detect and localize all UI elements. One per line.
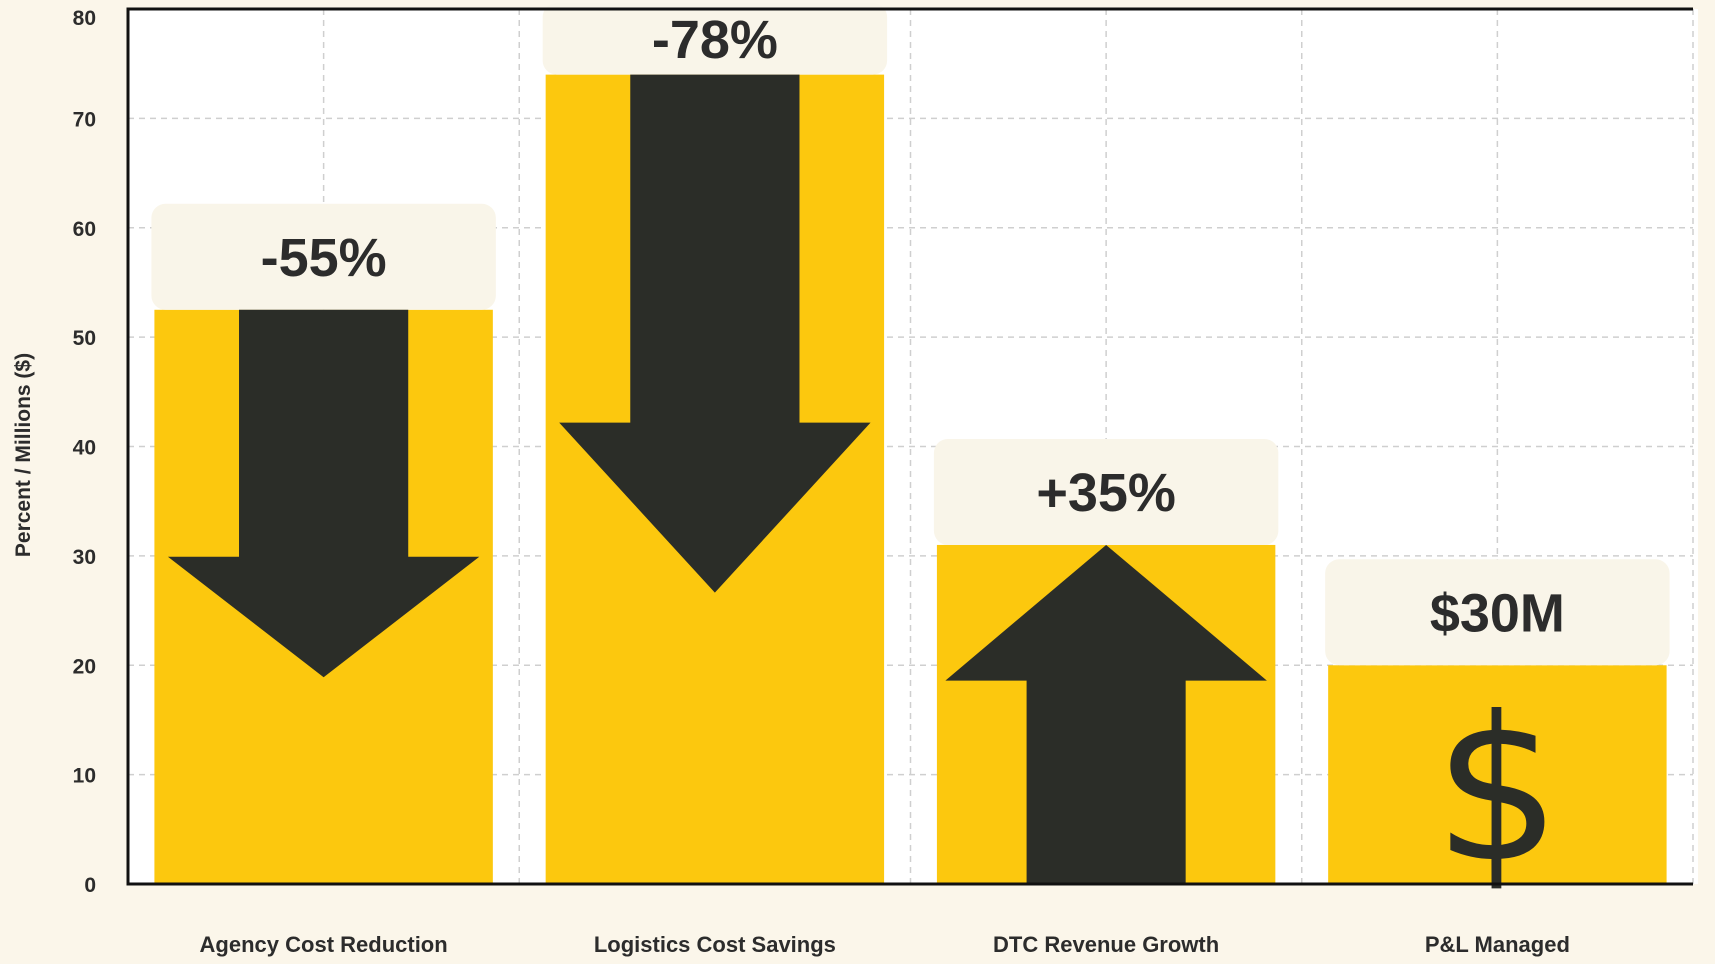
bar	[1328, 665, 1667, 884]
y-tick-label: 50	[73, 327, 96, 350]
dollar-sign-icon: $	[1434, 674, 1561, 907]
y-tick-label: 80	[73, 7, 96, 30]
x-category-label: DTC Revenue Growth	[993, 932, 1219, 957]
data-label: -78%	[652, 10, 778, 70]
y-tick-labels: 0 10 20 30 40 50 60 70 80	[73, 7, 96, 897]
data-label: +35%	[1036, 463, 1176, 523]
bars: -55% -78% +35% $30M $	[151, 3, 1670, 907]
bar-group: +35%	[933, 438, 1279, 884]
data-label-box	[933, 438, 1279, 545]
x-category-label: Agency Cost Reduction	[200, 932, 448, 957]
arrow-up-icon	[945, 544, 1267, 884]
y-tick-label: 20	[73, 655, 96, 678]
arrow-down-icon	[167, 309, 480, 678]
y-tick-label: 70	[73, 108, 96, 131]
y-tick-label: 30	[73, 546, 96, 569]
x-category-label: P&L Managed	[1425, 932, 1570, 957]
y-axis-label: Percent / Millions ($)	[12, 353, 35, 557]
y-tick-label: 10	[73, 765, 96, 788]
data-label-box	[542, 3, 888, 75]
bar-group: $30M $	[1325, 559, 1670, 907]
bar-group: -78%	[542, 3, 888, 884]
y-tick-label: 60	[73, 218, 96, 241]
axes	[126, 7, 1693, 886]
data-label: -55%	[261, 228, 387, 288]
x-category-labels: Agency Cost Reduction Logistics Cost Savi…	[200, 932, 1570, 957]
data-label-box	[1325, 559, 1670, 666]
y-tick-label: 40	[73, 437, 96, 460]
bar-group: -55%	[151, 203, 496, 884]
data-label: $30M	[1430, 583, 1565, 643]
arrow-down-icon	[559, 74, 871, 593]
y-tick-label: 0	[84, 874, 96, 897]
x-category-label: Logistics Cost Savings	[594, 932, 836, 957]
data-label-box	[151, 203, 496, 310]
